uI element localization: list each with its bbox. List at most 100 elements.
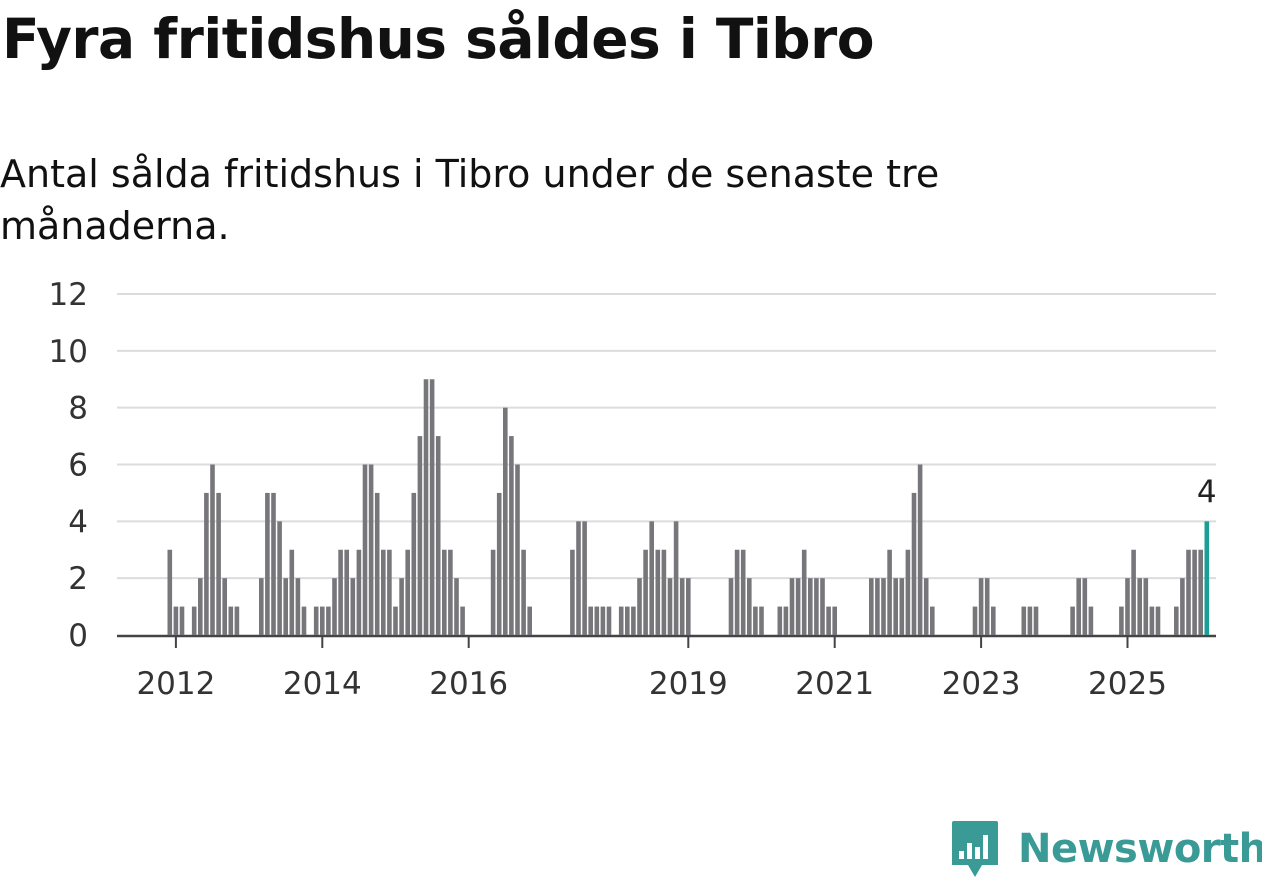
bar xyxy=(332,578,337,635)
bar xyxy=(381,549,386,635)
bar xyxy=(991,606,996,635)
bar xyxy=(661,549,667,635)
bar xyxy=(1131,549,1136,635)
bar xyxy=(893,578,898,635)
y-tick-label: 0 xyxy=(68,618,88,654)
bar xyxy=(313,606,319,635)
bar xyxy=(265,492,270,635)
chart-title: Fyra fritidshus såldes i Tibro xyxy=(2,7,875,71)
bar xyxy=(631,606,636,635)
x-tick-label: 2014 xyxy=(283,666,362,702)
bar xyxy=(417,436,423,635)
bar xyxy=(1070,606,1075,635)
bar xyxy=(234,606,240,635)
bar xyxy=(637,578,642,635)
bar xyxy=(582,521,587,635)
bar xyxy=(789,578,795,635)
bar xyxy=(911,492,917,635)
newsworthy-logo: Newsworthy xyxy=(950,819,1262,879)
x-tick-label: 2019 xyxy=(649,666,728,702)
bar xyxy=(448,549,453,635)
bar xyxy=(747,578,752,635)
last-value-label: 4 xyxy=(1197,474,1217,510)
bar xyxy=(1076,578,1081,635)
bar xyxy=(301,606,307,635)
bar xyxy=(191,606,197,635)
bar xyxy=(649,521,654,635)
bar xyxy=(362,464,368,635)
bar xyxy=(801,549,807,635)
y-tick-label: 8 xyxy=(68,391,88,427)
bar xyxy=(1155,606,1161,635)
bar xyxy=(356,549,362,635)
bar xyxy=(374,492,380,635)
brand-name: Newsworthy xyxy=(1018,826,1262,872)
bar xyxy=(350,578,356,635)
bar xyxy=(326,606,331,635)
grid-lines xyxy=(117,293,1216,638)
bar xyxy=(515,464,520,635)
bar xyxy=(429,379,435,635)
bar xyxy=(728,578,734,635)
bar xyxy=(344,549,349,635)
bar xyxy=(173,606,179,635)
x-axis-ticks: 2012 2014 2016 2019 2021 2023 2025 xyxy=(136,637,1167,702)
annotations: 4 xyxy=(1197,474,1217,510)
bar xyxy=(978,578,984,635)
bar xyxy=(271,492,276,635)
bar xyxy=(338,549,343,635)
bar xyxy=(783,606,789,635)
chart-subtitle: Antal sålda fritidshus i Tibro under de … xyxy=(0,152,940,248)
bar xyxy=(490,549,496,635)
bar xyxy=(198,578,203,635)
bar xyxy=(1027,606,1033,635)
bar xyxy=(289,549,295,635)
bar xyxy=(1082,578,1088,635)
bar xyxy=(259,578,264,635)
bar xyxy=(460,606,465,635)
bar xyxy=(917,464,923,635)
bar xyxy=(405,549,410,635)
x-tick-label: 2025 xyxy=(1088,666,1167,702)
bar xyxy=(984,578,990,635)
bar xyxy=(277,521,282,635)
bar xyxy=(411,492,417,635)
bar xyxy=(740,549,746,635)
bar xyxy=(875,578,880,635)
bar xyxy=(503,407,508,635)
bar xyxy=(606,606,612,635)
bar xyxy=(1119,606,1124,635)
bar xyxy=(734,549,740,635)
bar xyxy=(905,549,911,635)
bar xyxy=(1180,578,1185,635)
bar xyxy=(1021,606,1027,635)
bar xyxy=(423,379,429,635)
bar xyxy=(759,606,764,635)
bar xyxy=(686,578,691,635)
bar xyxy=(588,606,593,635)
bar xyxy=(594,606,600,635)
bar-highlight xyxy=(1204,521,1210,635)
bar xyxy=(869,578,874,635)
bar xyxy=(832,606,837,635)
bar xyxy=(387,549,392,635)
bar xyxy=(673,521,679,635)
bar xyxy=(753,606,758,635)
bar-chart-badge-icon xyxy=(952,821,998,877)
bar xyxy=(881,578,886,635)
bar xyxy=(320,606,325,635)
bars xyxy=(167,379,1210,635)
bar xyxy=(625,606,630,635)
bar xyxy=(795,578,801,635)
bar xyxy=(210,464,215,635)
bar xyxy=(295,578,301,635)
bar xyxy=(923,578,929,635)
bar xyxy=(442,549,447,635)
y-axis-ticks: 0 2 4 6 8 10 12 xyxy=(49,277,88,654)
bar xyxy=(618,606,624,635)
bar xyxy=(808,578,813,635)
bar xyxy=(368,464,374,635)
bar xyxy=(576,521,581,635)
bar xyxy=(679,578,685,635)
bar xyxy=(1125,578,1130,635)
